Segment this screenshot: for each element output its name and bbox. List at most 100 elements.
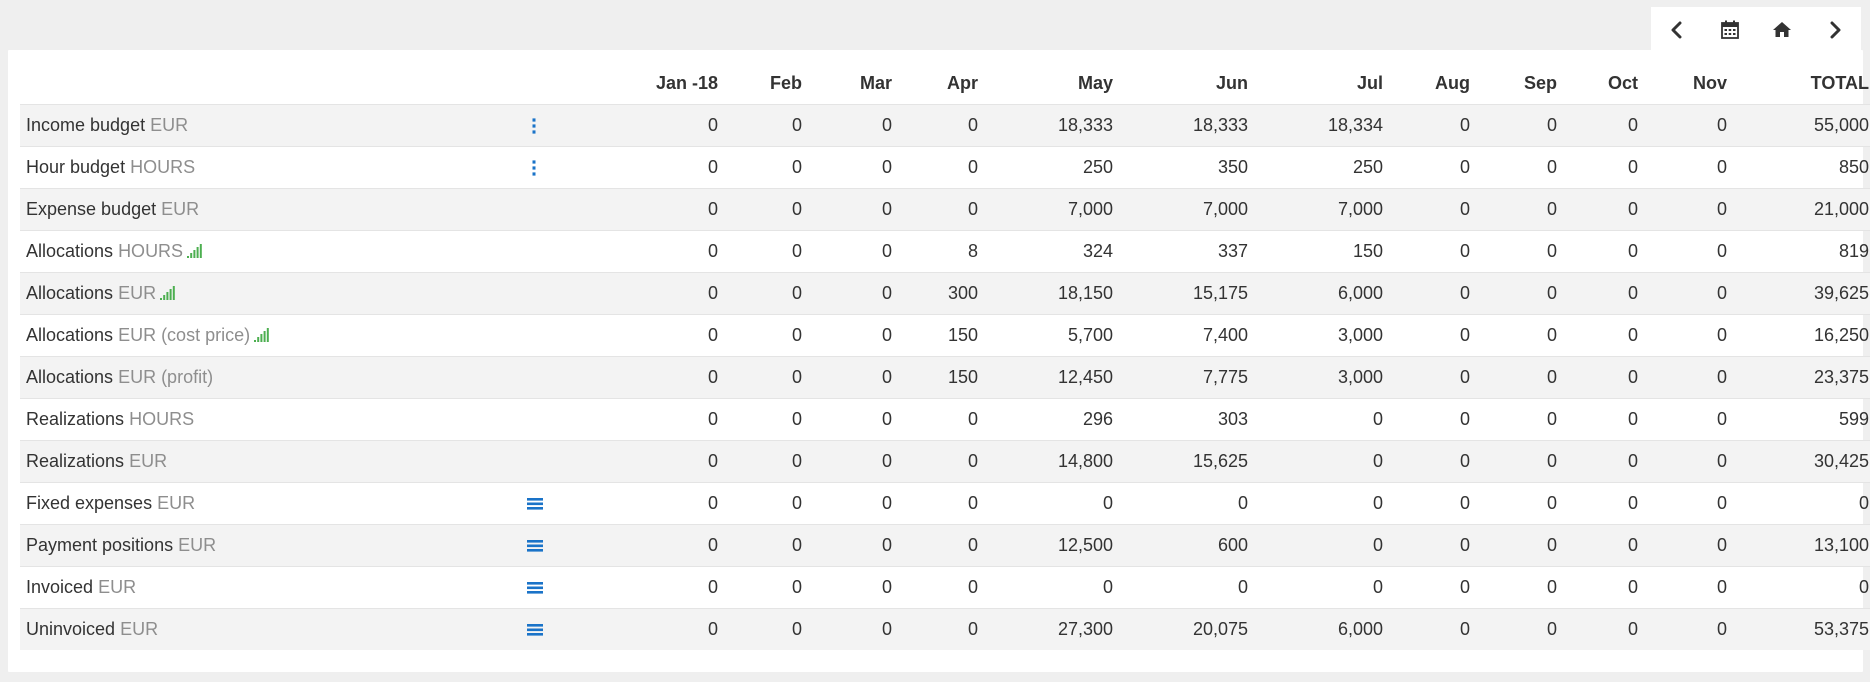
month-cell: 0 xyxy=(1561,524,1642,567)
month-cell: 150 xyxy=(896,356,982,399)
month-cell: 0 xyxy=(1642,356,1731,399)
row-action xyxy=(515,398,565,441)
month-cell: 0 xyxy=(896,188,982,231)
month-cell: 0 xyxy=(565,272,722,315)
row-action[interactable] xyxy=(515,104,565,147)
row-unit: EUR xyxy=(178,535,217,555)
month-cell: 0 xyxy=(1561,356,1642,399)
month-cell: 0 xyxy=(1387,566,1474,609)
month-cell: 0 xyxy=(1474,524,1561,567)
month-cell: 296 xyxy=(982,398,1117,441)
table-body: Income budget EUR 0 0 0 0 18,333 18,333 18,334 0… xyxy=(20,104,1870,650)
month-cell: 0 xyxy=(565,356,722,399)
month-cell: 0 xyxy=(565,104,722,147)
month-cell: 7,000 xyxy=(1117,188,1252,231)
row-action[interactable] xyxy=(515,482,565,525)
month-cell: 0 xyxy=(1474,482,1561,525)
month-cell: 20,075 xyxy=(1117,608,1252,650)
month-cell: 27,300 xyxy=(982,608,1117,650)
month-cell: 337 xyxy=(1117,230,1252,273)
calendar-icon xyxy=(1720,20,1739,39)
month-cell: 250 xyxy=(982,146,1117,189)
list-icon[interactable] xyxy=(527,539,543,553)
month-cell: 0 xyxy=(1387,188,1474,231)
row-unit: EUR xyxy=(129,451,168,471)
row-unit: EUR xyxy=(161,199,200,219)
table-row: Allocations EUR (cost price) 0 0 0 150 5,700 7… xyxy=(20,314,1870,357)
month-cell: 0 xyxy=(1387,440,1474,483)
month-cell: 0 xyxy=(1561,314,1642,357)
month-cell: 0 xyxy=(1474,440,1561,483)
table-row: Payment positions EUR 0 0 0 0 12,500 600 0 0 0 0 0 1… xyxy=(20,524,1870,567)
row-action[interactable] xyxy=(515,566,565,609)
total-cell: 0 xyxy=(1731,566,1870,609)
next-period-button[interactable] xyxy=(1809,7,1862,52)
month-cell: 0 xyxy=(1474,398,1561,441)
month-cell: 303 xyxy=(1117,398,1252,441)
row-title: Payment positions xyxy=(26,535,174,555)
month-cell: 0 xyxy=(1117,566,1252,609)
column-header: Jul xyxy=(1356,73,1383,93)
month-cell: 0 xyxy=(565,146,722,189)
column-header: Oct xyxy=(1607,73,1638,93)
row-action xyxy=(515,314,565,357)
column-header: Aug xyxy=(1435,73,1470,93)
month-cell: 0 xyxy=(1561,272,1642,315)
table-row: Invoiced EUR 0 0 0 0 0 0 0 0 0 0 0 0 xyxy=(20,566,1870,609)
month-cell: 0 xyxy=(722,608,806,650)
kebab-menu-icon[interactable] xyxy=(531,118,537,134)
calendar-button[interactable] xyxy=(1704,7,1757,52)
row-action[interactable] xyxy=(515,608,565,650)
row-label: Payment positions EUR xyxy=(20,524,515,567)
month-cell: 0 xyxy=(565,482,722,525)
row-unit: EUR xyxy=(150,115,189,135)
month-cell: 0 xyxy=(565,314,722,357)
month-cell: 0 xyxy=(722,482,806,525)
table-row: Realizations HOURS 0 0 0 0 296 303 0 0 0 0 0 599 xyxy=(20,398,1870,441)
month-cell: 0 xyxy=(565,608,722,650)
month-cell: 0 xyxy=(806,314,896,357)
row-action[interactable] xyxy=(515,146,565,189)
header-row: Jan -18 Feb Mar Apr May Jun Jul Aug Sep Oct Nov TOT… xyxy=(20,63,1870,105)
row-label: Allocations EUR (cost price) xyxy=(20,314,515,357)
row-title: Allocations xyxy=(26,283,114,303)
row-action[interactable] xyxy=(515,524,565,567)
list-icon[interactable] xyxy=(527,497,543,511)
home-button[interactable] xyxy=(1756,7,1809,52)
month-cell: 18,150 xyxy=(982,272,1117,315)
row-title: Allocations xyxy=(26,241,114,261)
month-cell: 0 xyxy=(896,398,982,441)
header-blank-action xyxy=(515,63,565,105)
month-cell: 0 xyxy=(1387,104,1474,147)
budget-table: Jan -18 Feb Mar Apr May Jun Jul Aug Sep Oct Nov TOT… xyxy=(20,63,1870,650)
month-cell: 0 xyxy=(1474,608,1561,650)
prev-period-button[interactable] xyxy=(1651,7,1704,52)
month-cell: 0 xyxy=(722,188,806,231)
month-cell: 0 xyxy=(982,566,1117,609)
row-label: Realizations EUR xyxy=(20,440,515,483)
column-header: Nov xyxy=(1692,73,1727,93)
table-row: Fixed expenses EUR 0 0 0 0 0 0 0 0 0 0 0 0 xyxy=(20,482,1870,525)
month-cell: 0 xyxy=(1252,398,1387,441)
list-icon[interactable] xyxy=(527,581,543,595)
row-unit: EUR xyxy=(157,493,196,513)
row-title: Hour budget xyxy=(26,157,126,177)
month-cell: 0 xyxy=(806,146,896,189)
total-cell: 53,375 xyxy=(1731,608,1870,650)
home-icon xyxy=(1773,22,1792,37)
signal-bars-icon xyxy=(254,328,269,342)
kebab-menu-icon[interactable] xyxy=(531,160,537,176)
total-cell: 819 xyxy=(1731,230,1870,273)
month-cell: 0 xyxy=(896,104,982,147)
column-header: Jan -18 xyxy=(655,73,718,93)
row-title: Invoiced xyxy=(26,577,94,597)
month-cell: 0 xyxy=(896,524,982,567)
month-cell: 6,000 xyxy=(1252,272,1387,315)
row-label: Allocations EUR (profit) xyxy=(20,356,515,399)
list-icon[interactable] xyxy=(527,623,543,637)
table-row: Allocations HOURS 0 0 0 8 324 337 150 0 0 0 0 819 xyxy=(20,230,1870,273)
row-action xyxy=(515,188,565,231)
month-cell: 600 xyxy=(1117,524,1252,567)
month-cell: 0 xyxy=(565,230,722,273)
column-header: Sep xyxy=(1523,73,1557,93)
